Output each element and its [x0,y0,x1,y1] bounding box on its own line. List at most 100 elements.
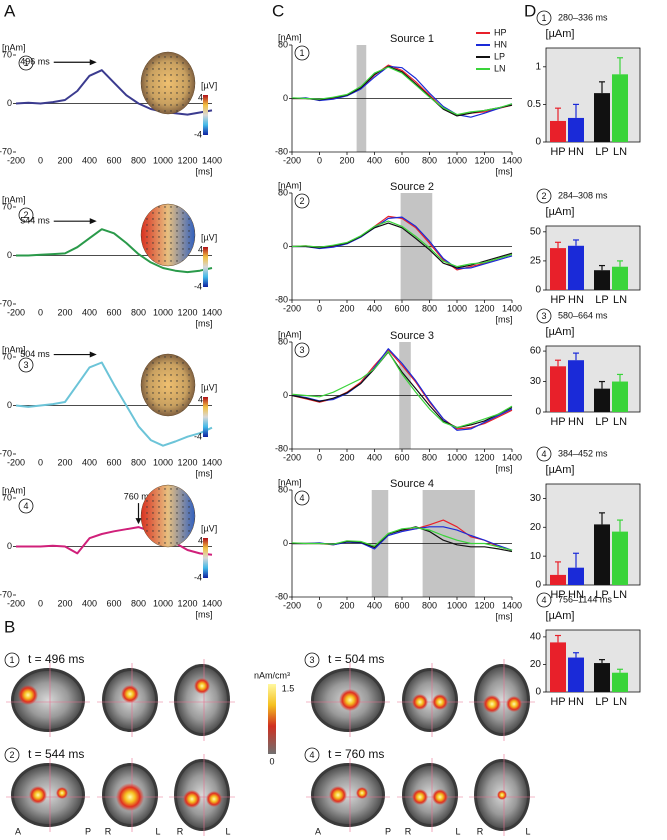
y-unit: [µAm] [546,464,575,476]
x-tick-label: 600 [106,307,121,317]
y-tick-label: -70 [0,298,12,308]
y-tick-label: -80 [275,294,288,304]
y-tick-label: 0 [535,407,541,418]
y-tick-label: 0 [7,250,12,260]
x-tick-label: 400 [82,457,97,467]
x-tick-label: HN [568,146,584,158]
source-blob [18,685,38,705]
annotation: 496 ms [20,57,50,67]
y-unit: [µAm] [546,28,575,40]
x-tick-label: 600 [106,155,121,165]
y-tick-label: 10 [530,551,542,562]
y-tick-label: 80 [278,187,288,197]
y-tick-label: 0 [283,93,288,103]
bar [612,381,628,412]
orientation-label: A [15,826,21,836]
y-unit: [nAm] [278,32,302,42]
panel-label: D [524,1,536,20]
x-tick-label: 1000 [447,452,467,462]
series-line [291,220,513,268]
badge-circle [4,747,20,763]
x-tick-label: 1400 [202,598,222,608]
source-blob [506,696,522,712]
panel-label: B [4,617,15,636]
badge-circle [536,592,552,608]
y-tick-label: 80 [278,336,288,346]
x-tick-label: 800 [131,457,146,467]
x-tick-label: HN [568,416,584,428]
badge: 2 [23,210,28,220]
x-tick-label: 200 [339,600,354,610]
badge: 1 [9,655,14,665]
badge: 4 [23,501,28,511]
x-unit: [ms] [496,463,513,473]
x-tick-label: LP [595,589,608,601]
x-tick-label: 0 [317,600,322,610]
y-tick-label: 30 [530,376,542,387]
y-tick-label: 0 [283,390,288,400]
x-tick-label: -200 [283,155,301,165]
colorbar [203,247,208,287]
y-tick-label: 0 [283,241,288,251]
chart-title: Source 4 [390,478,434,490]
panel-label: C [272,1,284,20]
chart-title: 756–1144 ms [558,594,612,604]
badge: 4 [541,595,546,605]
bar [612,74,628,142]
badge: 2 [541,191,546,201]
view-time: t = 496 ms [28,652,84,666]
series-line [15,69,213,116]
y-tick-label: 80 [278,39,288,49]
chart-title: Source 2 [390,181,434,193]
y-tick-label: 70 [2,201,12,211]
x-tick-label: 400 [367,303,382,313]
x-tick-label: HP [550,696,565,708]
electrodes [141,52,195,114]
badge-circle [536,188,552,204]
legend-label: HN [494,39,507,49]
y-unit: [nAm] [2,485,26,495]
series-line [291,526,513,551]
y-tick-label: 0 [535,285,541,296]
source-blob [432,789,448,805]
x-tick-label: 1000 [153,598,173,608]
x-tick-label: 0 [38,457,43,467]
y-unit: [nAm] [2,344,26,354]
x-tick-label: LN [613,696,627,708]
colorbar-label: [µV] [201,232,217,242]
x-tick-label: 200 [57,155,72,165]
x-tick-label: 200 [57,307,72,317]
y-tick-label: 0 [7,400,12,410]
chart-title: Source 1 [390,33,434,45]
y-tick-label: 20 [530,659,542,670]
annotation: 544 ms [20,216,50,226]
brain-slice [405,671,455,729]
x-tick-label: -200 [283,452,301,462]
x-tick-label: 1200 [474,155,494,165]
x-tick-label: LN [613,294,627,306]
colorbar [203,95,208,135]
x-tick-label: 600 [394,452,409,462]
orientation-label: R [405,826,412,836]
y-tick-label: 0 [7,98,12,108]
x-unit: [ms] [496,611,513,621]
arrow-head [135,518,142,525]
source-blob [121,685,139,703]
x-tick-label: 1200 [177,155,197,165]
x-tick-label: HN [568,589,584,601]
x-tick-label: HP [550,294,565,306]
badge: 1 [541,13,546,23]
source-blob [483,695,501,713]
badge: 3 [541,311,546,321]
x-tick-label: LN [613,589,627,601]
source-blob [497,790,507,800]
badge: 2 [299,196,304,206]
legend-label: HP [494,27,507,37]
x-tick-label: 400 [82,598,97,608]
orientation-label: R [177,826,184,836]
arrow-head [89,351,97,358]
colorbar-label: [µV] [201,382,217,392]
x-tick-label: -200 [7,457,25,467]
x-tick-label: 1200 [474,452,494,462]
y-tick-label: 0 [7,541,12,551]
